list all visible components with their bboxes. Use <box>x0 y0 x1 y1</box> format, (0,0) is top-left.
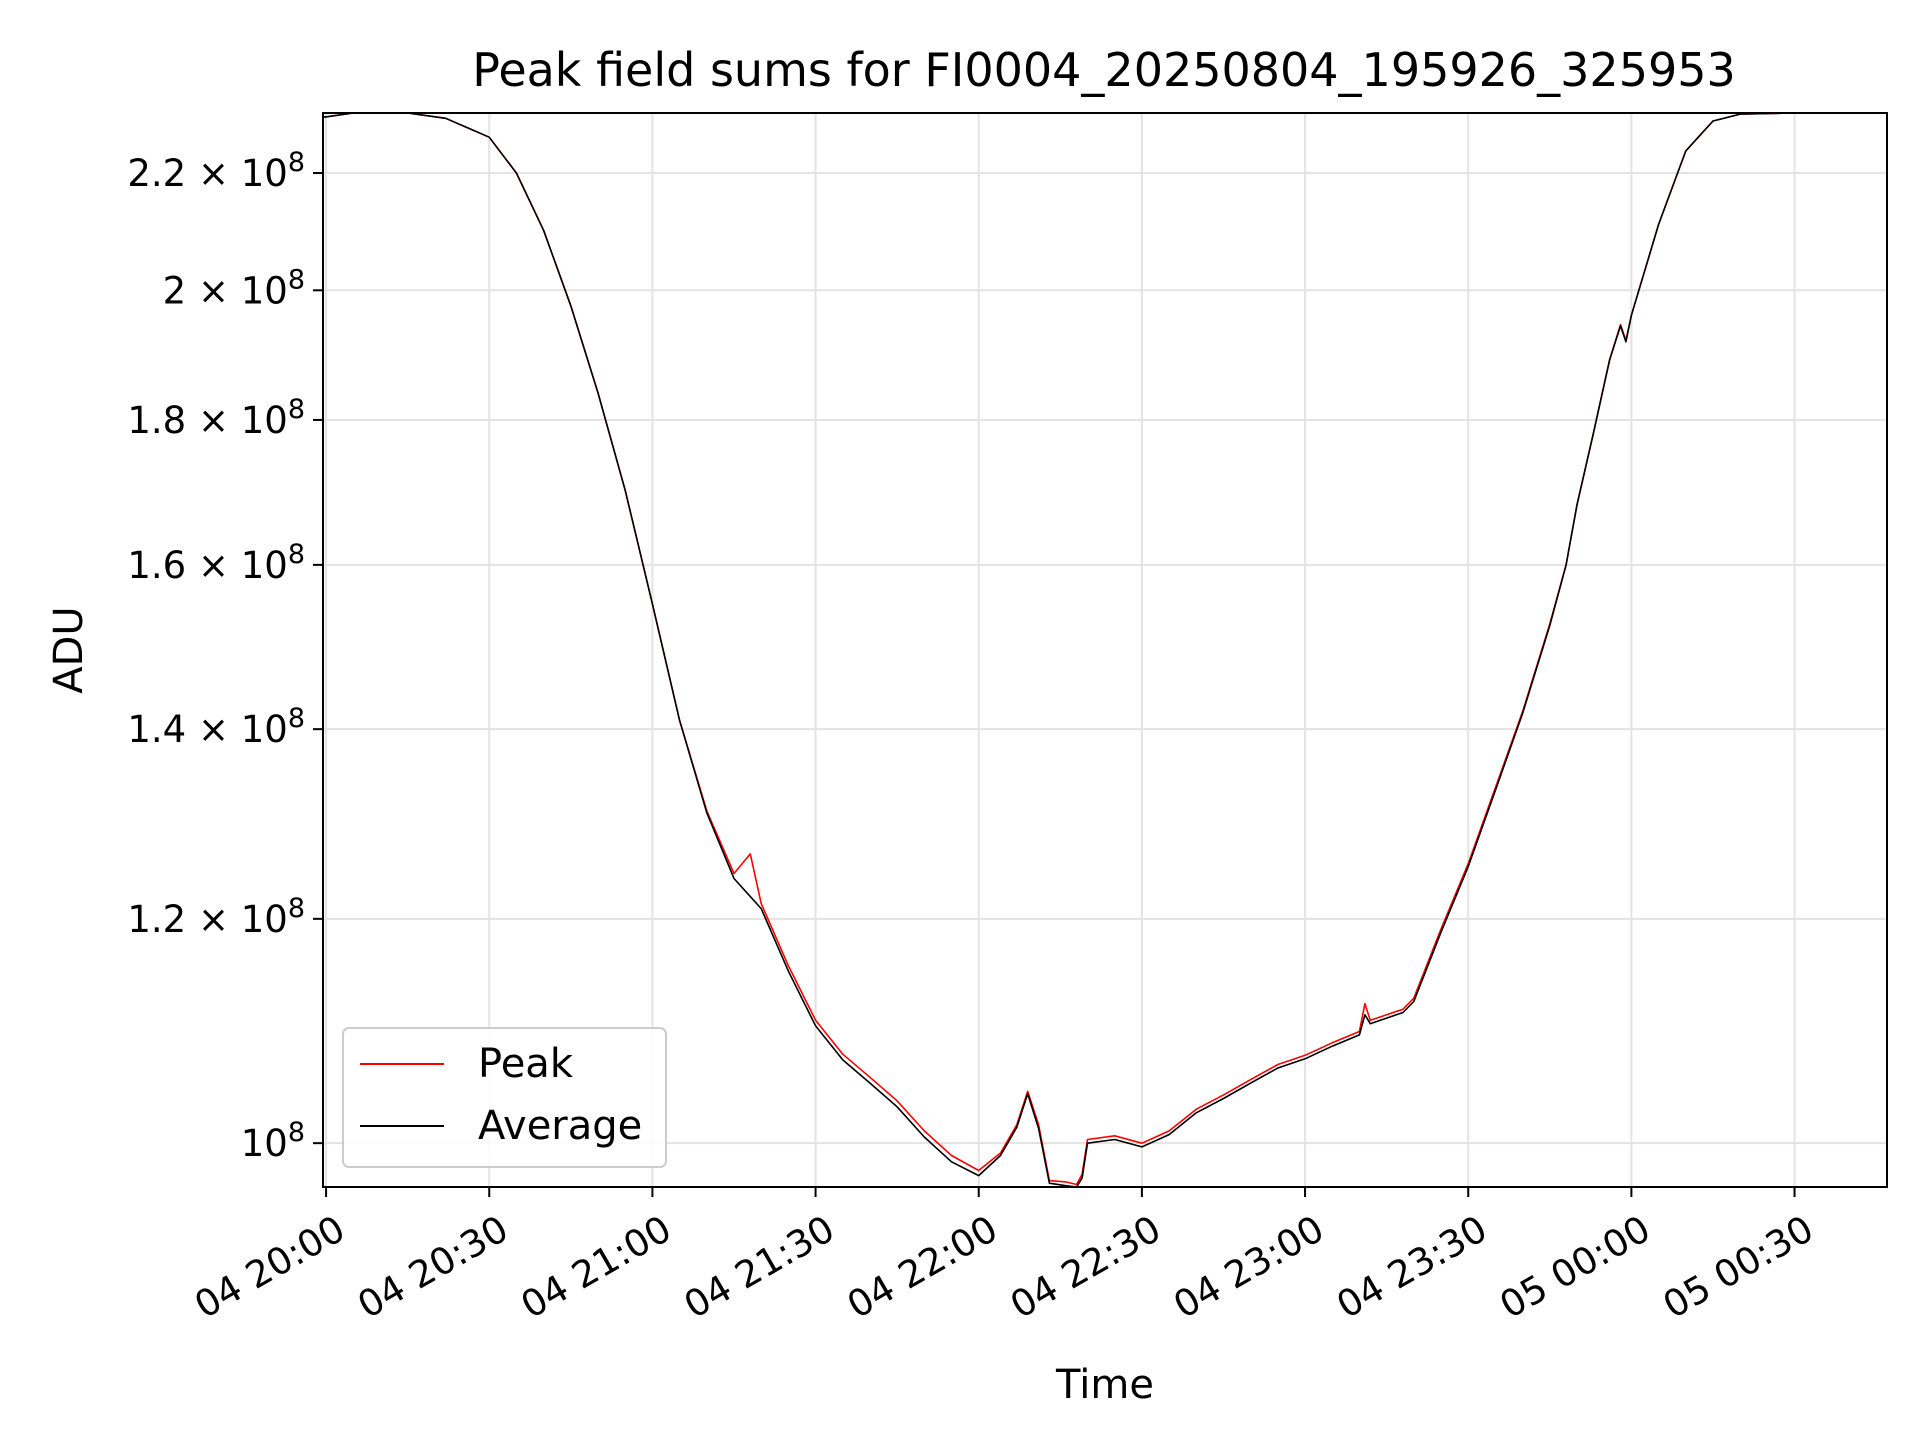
grid <box>323 113 1887 1187</box>
series-line-average <box>322 112 1795 1188</box>
y-tick-label: 1.2 × 108 <box>127 893 305 941</box>
legend-label-average: Average <box>478 1103 642 1149</box>
legend: Peak Average <box>342 1027 667 1168</box>
chart-title: Peak field sums for FI0004_20250804_1959… <box>472 43 1736 97</box>
y-tick-label: 1.6 × 108 <box>127 539 305 587</box>
legend-label-peak: Peak <box>478 1041 574 1087</box>
series-layer <box>322 112 1795 1188</box>
legend-box <box>342 1027 667 1168</box>
plot-frame <box>322 112 1888 1188</box>
y-tick-label: 2 × 108 <box>163 264 305 312</box>
y-tick-label: 1.8 × 108 <box>127 394 305 442</box>
y-tick-label: 1.4 × 108 <box>127 703 305 751</box>
y-axis-label: ADU <box>46 606 92 693</box>
x-axis-label: Time <box>1055 1362 1154 1408</box>
y-tick-label: 108 <box>241 1117 305 1165</box>
y-axis: 108 1.2 × 108 1.4 × 108 1.6 × 108 1.8 × 108 2… <box>127 147 323 1165</box>
y-tick-label: 2.2 × 108 <box>127 147 305 195</box>
